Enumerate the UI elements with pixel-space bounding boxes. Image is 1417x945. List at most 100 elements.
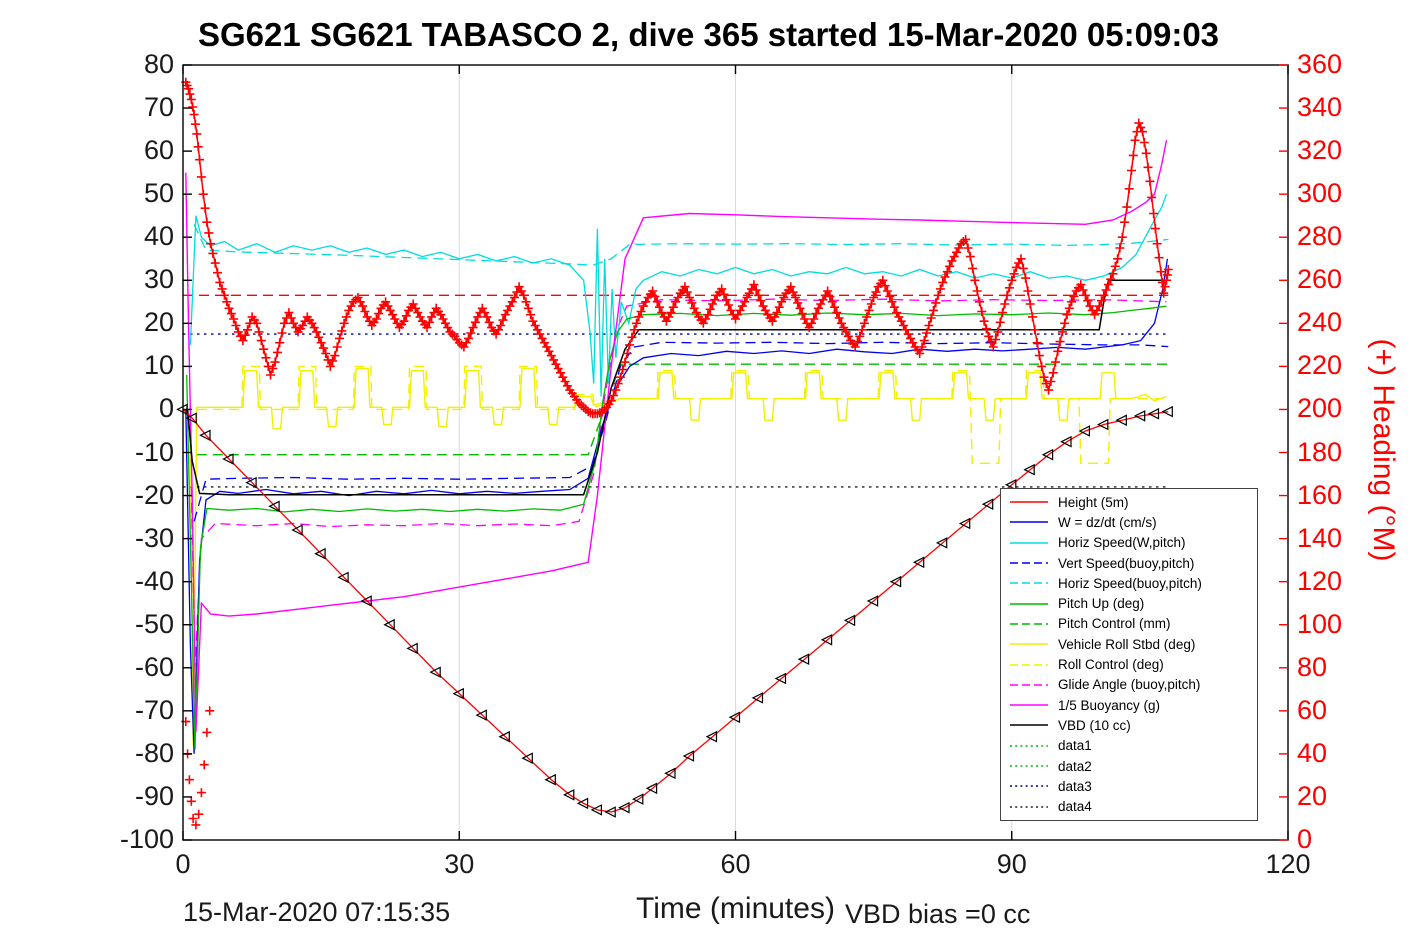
legend-item: Vehicle Roll Stbd (deg) bbox=[1001, 634, 1257, 654]
y-tick-label: 340 bbox=[1297, 92, 1343, 123]
legend: Height (5m) W = dz/dt (cm/s) Horiz Speed(W… bbox=[1000, 488, 1258, 821]
y-tick-label: 160 bbox=[1297, 479, 1343, 510]
legend-item: Roll Control (deg) bbox=[1001, 654, 1257, 674]
y-tick-label: 360 bbox=[1297, 49, 1343, 79]
x-tick-label: 90 bbox=[996, 849, 1027, 879]
legend-label: W = dz/dt (cm/s) bbox=[1058, 514, 1157, 530]
y-tick-label: 20 bbox=[1297, 780, 1328, 811]
legend-label: Height (5m) bbox=[1058, 494, 1129, 510]
legend-item: Vert Speed(buoy,pitch) bbox=[1001, 553, 1257, 573]
legend-line-sample bbox=[1010, 643, 1048, 646]
series-buoyancy bbox=[185, 140, 1168, 733]
y-tick-label: 120 bbox=[1297, 565, 1343, 596]
y-tick-label: 20 bbox=[143, 307, 174, 338]
legend-line-sample bbox=[1010, 521, 1048, 524]
y-tick-label: -60 bbox=[134, 651, 174, 682]
y-tick-label: -70 bbox=[134, 694, 174, 725]
legend-label: Glide Angle (buoy,pitch) bbox=[1058, 677, 1201, 693]
plot-title: SG621 SG621 TABASCO 2, dive 365 started … bbox=[197, 16, 1220, 53]
y-tick-label: 180 bbox=[1297, 436, 1343, 467]
legend-label: Pitch Up (deg) bbox=[1058, 596, 1145, 612]
series-vehicle-roll bbox=[189, 367, 1167, 746]
legend-line-sample bbox=[1010, 562, 1048, 564]
x-tick-label: 120 bbox=[1265, 849, 1311, 879]
legend-label: Roll Control (deg) bbox=[1058, 657, 1164, 673]
legend-label: data4 bbox=[1058, 799, 1092, 815]
y-tick-label: 240 bbox=[1297, 307, 1343, 338]
x-tick-label: 30 bbox=[444, 849, 475, 879]
legend-line-sample bbox=[1010, 805, 1048, 808]
y-tick-label: 320 bbox=[1297, 135, 1343, 166]
legend-line-sample bbox=[1010, 684, 1048, 686]
legend-label: data1 bbox=[1058, 738, 1092, 754]
y-tick-label: -50 bbox=[134, 608, 174, 639]
y-tick-label: 220 bbox=[1297, 350, 1343, 381]
series-roll-control bbox=[196, 365, 1167, 464]
series-vbd bbox=[186, 279, 1169, 496]
legend-line-sample bbox=[1010, 541, 1048, 544]
series-heading-magnetic bbox=[181, 77, 1173, 419]
y-tick-label: -40 bbox=[134, 565, 174, 596]
legend-item: Pitch Up (deg) bbox=[1001, 593, 1257, 613]
legend-item: VBD (10 cc) bbox=[1001, 715, 1257, 735]
legend-label: data2 bbox=[1058, 758, 1092, 774]
legend-line-sample bbox=[1010, 623, 1048, 625]
legend-line-sample bbox=[1010, 663, 1048, 666]
y-tick-label: 60 bbox=[143, 135, 174, 166]
legend-label: Vert Speed(buoy,pitch) bbox=[1058, 555, 1195, 571]
y-tick-label: -90 bbox=[134, 780, 174, 811]
legend-line-sample bbox=[1010, 744, 1048, 747]
legend-item: 1/5 Buoyancy (g) bbox=[1001, 695, 1257, 715]
legend-item: Glide Angle (buoy,pitch) bbox=[1001, 675, 1257, 695]
series-w-dzdt bbox=[185, 258, 1169, 754]
legend-item: Horiz Speed(W,pitch) bbox=[1001, 533, 1257, 553]
legend-item: data2 bbox=[1001, 756, 1257, 776]
y-tick-label: 0 bbox=[158, 393, 174, 424]
legend-label: data3 bbox=[1058, 778, 1092, 794]
y-tick-label: 100 bbox=[1297, 608, 1343, 639]
series-horiz-speed-buoy bbox=[193, 224, 1169, 266]
legend-label: Horiz Speed(buoy,pitch) bbox=[1058, 575, 1202, 591]
y-tick-label: -100 bbox=[119, 824, 174, 854]
y-tick-label: 80 bbox=[143, 49, 174, 79]
legend-item: W = dz/dt (cm/s) bbox=[1001, 512, 1257, 532]
legend-item: data3 bbox=[1001, 776, 1257, 796]
y-tick-label: 0 bbox=[1297, 824, 1313, 854]
legend-line-sample bbox=[1010, 582, 1048, 585]
footer-timestamp: 15-Mar-2020 07:15:35 bbox=[183, 897, 451, 927]
series-pitch-up bbox=[186, 305, 1167, 750]
legend-label: 1/5 Buoyancy (g) bbox=[1058, 697, 1161, 713]
series-heading-early-wrap bbox=[181, 706, 215, 830]
legend-label: Vehicle Roll Stbd (deg) bbox=[1058, 636, 1196, 652]
legend-line-sample bbox=[1010, 501, 1048, 503]
y-tick-label: 260 bbox=[1297, 264, 1343, 295]
y-tick-label: 50 bbox=[143, 178, 174, 209]
y-tick-label: 80 bbox=[1297, 651, 1328, 682]
y-tick-label: 140 bbox=[1297, 522, 1343, 553]
y-tick-label: 40 bbox=[1297, 737, 1328, 768]
x-tick-label: 60 bbox=[720, 849, 751, 879]
legend-item: Height (5m) bbox=[1001, 492, 1257, 512]
y-tick-label: 30 bbox=[143, 264, 174, 295]
legend-item: Horiz Speed(buoy,pitch) bbox=[1001, 573, 1257, 593]
y-tick-label: 280 bbox=[1297, 221, 1343, 252]
y-tick-label: -30 bbox=[134, 522, 174, 553]
legend-line-sample bbox=[1010, 724, 1048, 727]
y-tick-label: 300 bbox=[1297, 178, 1343, 209]
legend-label: VBD (10 cc) bbox=[1058, 717, 1131, 733]
legend-item: Pitch Control (mm) bbox=[1001, 614, 1257, 634]
y-tick-label: -80 bbox=[134, 737, 174, 768]
y-tick-label: 200 bbox=[1297, 393, 1343, 424]
series-horiz-speed-w bbox=[189, 193, 1168, 397]
legend-line-sample bbox=[1010, 765, 1048, 767]
legend-label: Pitch Control (mm) bbox=[1058, 616, 1171, 632]
y-tick-label: -10 bbox=[134, 436, 174, 467]
legend-item: data1 bbox=[1001, 736, 1257, 756]
legend-line-sample bbox=[1010, 704, 1048, 706]
series-height bbox=[176, 403, 1173, 818]
y-tick-label: -20 bbox=[134, 479, 174, 510]
y-tick-label: 10 bbox=[143, 350, 174, 381]
legend-item: data4 bbox=[1001, 796, 1257, 816]
